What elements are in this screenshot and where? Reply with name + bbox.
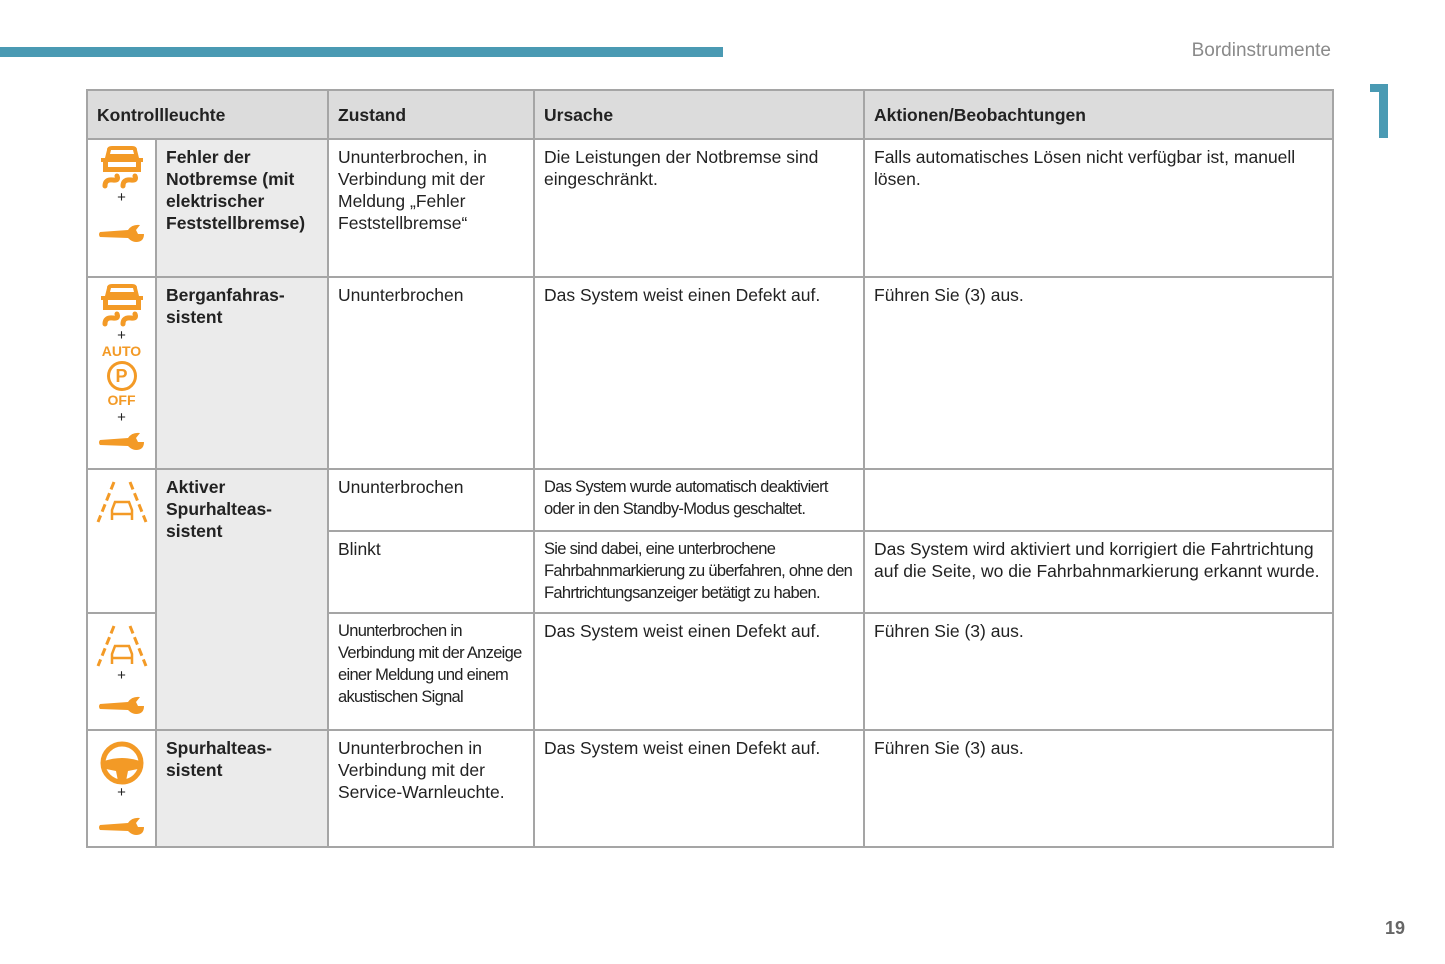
plus-sign: +	[117, 327, 126, 344]
lane-assist-icon	[96, 480, 147, 524]
plus-sign: +	[117, 784, 126, 801]
warning-lights-table: Kontrollleuchte Zustand Ursache Aktionen…	[86, 89, 1334, 848]
cause: Sie sind dabei, eine unterbrochene Fahrb…	[533, 530, 865, 614]
table-row: Blinkt Sie sind dabei, eine unterbrochen…	[87, 530, 1334, 614]
plus-sign: +	[117, 409, 126, 426]
icon-cell: +	[86, 138, 157, 278]
icon-cell	[86, 468, 157, 614]
chapter-number	[1370, 84, 1388, 138]
state: Ununterbrochen	[327, 468, 535, 532]
cause: Das System weist einen Defekt auf.	[533, 729, 865, 848]
action: Führen Sie (3) aus.	[863, 276, 1334, 470]
steering-wheel-icon	[100, 741, 143, 785]
wrench-icon	[98, 817, 144, 835]
p-label: P	[106, 361, 137, 391]
lane-assist-icon	[96, 624, 147, 668]
icon-cell: +	[86, 729, 157, 848]
plus-sign: +	[117, 189, 126, 206]
action: Führen Sie (3) aus.	[863, 729, 1334, 848]
car-skid-icon	[99, 144, 145, 190]
state: Ununterbrochen	[327, 276, 535, 470]
section-title: Bordinstrumente	[1191, 40, 1331, 61]
table-header-row: Kontrollleuchte Zustand Ursache Aktionen…	[86, 89, 1334, 140]
cause: Das System weist einen Defekt auf.	[533, 276, 865, 470]
wrench-icon	[98, 224, 144, 242]
header-state: Zustand	[327, 89, 535, 140]
wrench-icon	[98, 696, 144, 714]
light-name: Berganfahras-sistent	[155, 276, 329, 470]
wrench-icon	[98, 432, 144, 450]
header-warning-light: Kontrollleuchte	[86, 89, 329, 140]
action: Führen Sie (3) aus.	[863, 612, 1334, 731]
page-number: 19	[1384, 918, 1405, 938]
cause: Das System weist einen Defekt auf.	[533, 612, 865, 731]
plus-sign: +	[117, 667, 126, 684]
table-row: + Spurhalteas-sistent Ununterbrochen in …	[86, 729, 1334, 848]
table-row: + Ununterbrochen in Verbindung mit der A…	[86, 612, 1334, 731]
icon-cell: +	[86, 612, 157, 731]
cause: Das System wurde automatisch deaktiviert…	[533, 468, 865, 532]
accent-bar	[0, 47, 723, 57]
off-label: OFF	[107, 392, 136, 408]
car-skid-icon	[99, 282, 145, 328]
action: Das System wird aktiviert und korrigiert…	[863, 530, 1334, 614]
cause: Die Leistungen der Notbremse sind einges…	[533, 138, 865, 278]
state: Ununterbrochen, in Verbindung mit der Me…	[327, 138, 535, 278]
header-actions: Aktionen/Beobachtungen	[863, 89, 1334, 140]
light-name: Fehler der Notbremse (mit elektrischer F…	[155, 138, 329, 278]
action: Falls automatisches Lösen nicht verfügba…	[863, 138, 1334, 278]
state: Ununterbrochen in Verbindung mit der Ser…	[327, 729, 535, 848]
action	[863, 468, 1334, 532]
table-row: + AUTO P OFF + Berganfahras-sistent Unun…	[86, 276, 1334, 470]
light-name: Aktiver Spurhalteas-sistent	[155, 468, 329, 731]
header-cause: Ursache	[533, 89, 865, 140]
state: Blinkt	[327, 530, 535, 614]
table-row: Aktiver Spurhalteas-sistent Ununterbroch…	[86, 468, 1334, 731]
light-name: Spurhalteas-sistent	[155, 729, 329, 848]
icon-cell: + AUTO P OFF +	[86, 276, 157, 470]
state: Ununterbrochen in Verbindung mit der Anz…	[327, 612, 535, 731]
auto-parking-brake-off-icon: AUTO P OFF	[88, 344, 155, 408]
auto-label: AUTO	[101, 343, 142, 359]
table-row: + Fehler der Notbremse (mit elektrischer…	[86, 138, 1334, 278]
